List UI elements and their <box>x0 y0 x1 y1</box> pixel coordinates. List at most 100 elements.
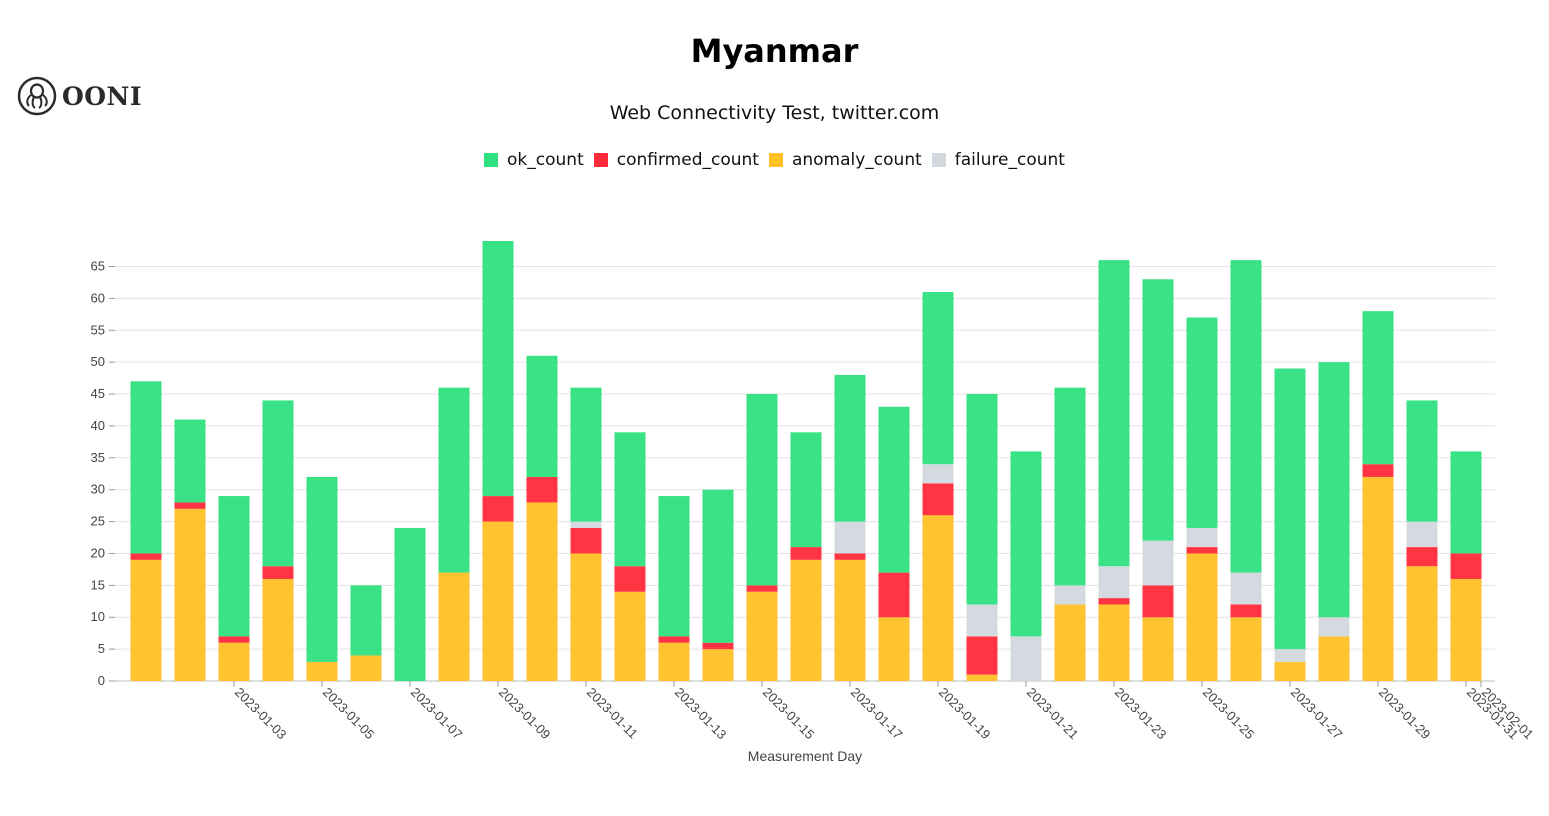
bar-ok_count-2023-01-23[interactable] <box>1054 387 1086 586</box>
bar-confirmed_count-2023-01-30[interactable] <box>1362 464 1394 477</box>
bar-anomaly_count-2023-01-16[interactable] <box>746 591 778 681</box>
bar-anomaly_count-2023-02-01[interactable] <box>1450 578 1482 681</box>
bar-anomaly_count-2023-01-27[interactable] <box>1230 617 1262 681</box>
bar-anomaly_count-2023-01-25[interactable] <box>1142 617 1174 681</box>
bar-confirmed_count-2023-01-18[interactable] <box>834 553 866 560</box>
bar-confirmed_count-2023-01-21[interactable] <box>966 636 998 675</box>
bar-confirmed_count-2023-01-02[interactable] <box>130 553 162 560</box>
bar-confirmed_count-2023-01-04[interactable] <box>218 636 250 643</box>
bar-confirmed_count-2023-01-16[interactable] <box>746 585 778 592</box>
bar-ok_count-2023-01-15[interactable] <box>702 489 734 643</box>
bar-anomaly_count-2023-01-14[interactable] <box>658 642 690 681</box>
bar-ok_count-2023-01-16[interactable] <box>746 394 778 586</box>
bar-failure_count-2023-01-21[interactable] <box>966 604 998 637</box>
bar-ok_count-2023-01-06[interactable] <box>306 476 338 662</box>
legend-item-confirmed[interactable]: confirmed_count <box>593 150 759 170</box>
bar-anomaly_count-2023-01-15[interactable] <box>702 649 734 681</box>
bar-confirmed_count-2023-01-11[interactable] <box>526 476 558 503</box>
bar-confirmed_count-2023-01-13[interactable] <box>614 566 646 592</box>
bar-ok_count-2023-01-10[interactable] <box>482 241 514 497</box>
bar-anomaly_count-2023-01-07[interactable] <box>350 655 382 681</box>
bar-ok_count-2023-01-04[interactable] <box>218 496 250 637</box>
bar-anomaly_count-2023-01-29[interactable] <box>1318 636 1350 681</box>
bar-failure_count-2023-01-29[interactable] <box>1318 617 1350 637</box>
bar-ok_count-2023-01-19[interactable] <box>878 406 910 573</box>
bar-confirmed_count-2023-01-14[interactable] <box>658 636 690 643</box>
bar-ok_count-2023-01-18[interactable] <box>834 374 866 522</box>
bar-ok_count-2023-01-13[interactable] <box>614 432 646 567</box>
bar-failure_count-2023-01-12[interactable] <box>570 521 602 528</box>
bar-ok_count-2023-01-17[interactable] <box>790 432 822 548</box>
bar-ok_count-2023-01-29[interactable] <box>1318 362 1350 618</box>
legend-item-failure[interactable]: failure_count <box>931 150 1065 170</box>
bar-anomaly_count-2023-01-24[interactable] <box>1098 604 1130 681</box>
bar-confirmed_count-2023-01-17[interactable] <box>790 547 822 560</box>
bar-anomaly_count-2023-01-21[interactable] <box>966 674 998 681</box>
bar-ok_count-2023-01-27[interactable] <box>1230 260 1262 573</box>
bar-anomaly_count-2023-01-11[interactable] <box>526 502 558 681</box>
bar-anomaly_count-2023-01-19[interactable] <box>878 617 910 681</box>
bar-anomaly_count-2023-01-03[interactable] <box>174 508 206 681</box>
bar-failure_count-2023-01-23[interactable] <box>1054 585 1086 605</box>
bar-ok_count-2023-01-11[interactable] <box>526 355 558 477</box>
bar-ok_count-2023-01-07[interactable] <box>350 585 382 656</box>
bar-confirmed_count-2023-01-15[interactable] <box>702 642 734 650</box>
bar-ok_count-2023-01-24[interactable] <box>1098 260 1130 567</box>
bar-ok_count-2023-02-01[interactable] <box>1450 451 1482 554</box>
bar-failure_count-2023-01-31[interactable] <box>1406 521 1438 548</box>
bar-ok_count-2023-01-08[interactable] <box>394 527 426 681</box>
bar-anomaly_count-2023-01-06[interactable] <box>306 661 338 681</box>
bar-confirmed_count-2023-01-12[interactable] <box>570 527 602 554</box>
bar-ok_count-2023-01-26[interactable] <box>1186 317 1218 528</box>
bar-ok_count-2023-01-14[interactable] <box>658 496 690 637</box>
bar-ok_count-2023-01-28[interactable] <box>1274 368 1306 650</box>
bar-confirmed_count-2023-01-10[interactable] <box>482 496 514 522</box>
bar-ok_count-2023-01-05[interactable] <box>262 400 294 567</box>
bar-failure_count-2023-01-20[interactable] <box>922 464 954 484</box>
bar-confirmed_count-2023-01-20[interactable] <box>922 483 954 516</box>
bar-confirmed_count-2023-01-31[interactable] <box>1406 547 1438 567</box>
bar-anomaly_count-2023-01-18[interactable] <box>834 559 866 681</box>
bar-anomaly_count-2023-01-05[interactable] <box>262 578 294 681</box>
bar-confirmed_count-2023-02-01[interactable] <box>1450 553 1482 579</box>
bar-anomaly_count-2023-01-02[interactable] <box>130 559 162 681</box>
bar-anomaly_count-2023-01-09[interactable] <box>438 572 470 681</box>
bar-failure_count-2023-01-26[interactable] <box>1186 527 1218 548</box>
bar-anomaly_count-2023-01-17[interactable] <box>790 559 822 681</box>
bar-ok_count-2023-01-03[interactable] <box>174 419 206 503</box>
legend-item-anomaly[interactable]: anomaly_count <box>768 150 922 170</box>
bar-confirmed_count-2023-01-26[interactable] <box>1186 547 1218 554</box>
bar-anomaly_count-2023-01-12[interactable] <box>570 553 602 681</box>
bar-ok_count-2023-01-20[interactable] <box>922 292 954 465</box>
bar-confirmed_count-2023-01-27[interactable] <box>1230 604 1262 618</box>
bar-failure_count-2023-01-24[interactable] <box>1098 566 1130 599</box>
bar-ok_count-2023-01-22[interactable] <box>1010 451 1042 637</box>
bar-ok_count-2023-01-25[interactable] <box>1142 279 1174 541</box>
bar-failure_count-2023-01-25[interactable] <box>1142 540 1174 586</box>
legend-item-ok[interactable]: ok_count <box>484 150 584 170</box>
bar-failure_count-2023-01-28[interactable] <box>1274 649 1306 662</box>
bar-anomaly_count-2023-01-28[interactable] <box>1274 661 1306 681</box>
bar-anomaly_count-2023-01-04[interactable] <box>218 642 250 681</box>
bar-ok_count-2023-01-30[interactable] <box>1362 311 1394 465</box>
bar-anomaly_count-2023-01-20[interactable] <box>922 515 954 681</box>
bar-ok_count-2023-01-21[interactable] <box>966 394 998 605</box>
bar-anomaly_count-2023-01-23[interactable] <box>1054 604 1086 681</box>
bar-confirmed_count-2023-01-03[interactable] <box>174 502 206 509</box>
bar-anomaly_count-2023-01-31[interactable] <box>1406 566 1438 681</box>
bar-confirmed_count-2023-01-24[interactable] <box>1098 598 1130 605</box>
bar-anomaly_count-2023-01-10[interactable] <box>482 521 514 681</box>
bar-ok_count-2023-01-09[interactable] <box>438 387 470 573</box>
bar-ok_count-2023-01-31[interactable] <box>1406 400 1438 522</box>
bar-failure_count-2023-01-18[interactable] <box>834 521 866 554</box>
bar-confirmed_count-2023-01-25[interactable] <box>1142 585 1174 618</box>
bar-confirmed_count-2023-01-19[interactable] <box>878 572 910 618</box>
bar-confirmed_count-2023-01-05[interactable] <box>262 566 294 579</box>
bar-anomaly_count-2023-01-26[interactable] <box>1186 553 1218 681</box>
bar-failure_count-2023-01-27[interactable] <box>1230 572 1262 605</box>
bar-anomaly_count-2023-01-13[interactable] <box>614 591 646 681</box>
bar-anomaly_count-2023-01-30[interactable] <box>1362 476 1394 681</box>
bar-ok_count-2023-01-12[interactable] <box>570 387 602 522</box>
bar-ok_count-2023-01-02[interactable] <box>130 381 162 554</box>
bar-failure_count-2023-01-22[interactable] <box>1010 636 1042 681</box>
